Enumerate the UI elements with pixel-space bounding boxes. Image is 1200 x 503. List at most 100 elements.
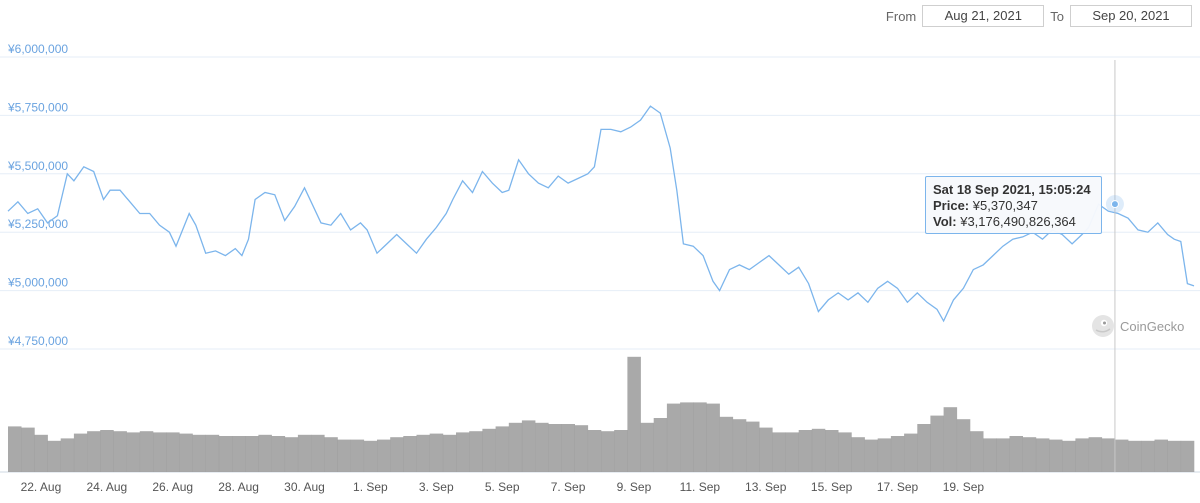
coingecko-logo-icon <box>1092 315 1114 337</box>
x-tick-label: 15. Sep <box>811 480 853 494</box>
volume-bar <box>943 407 958 472</box>
volume-bar <box>1101 438 1116 472</box>
volume-bar <box>574 425 589 472</box>
volume-bar <box>1167 440 1182 472</box>
volume-bar <box>416 434 430 472</box>
volume-bar <box>232 436 246 472</box>
volume-bar <box>1075 438 1089 472</box>
volume-bar <box>192 434 206 472</box>
volume-bar <box>1035 438 1050 472</box>
volume-bar <box>1088 437 1103 472</box>
volume-bar <box>482 428 496 472</box>
volume-bar <box>864 439 879 472</box>
volume-bar <box>429 433 444 472</box>
y-tick-label: ¥6,000,000 <box>7 42 68 56</box>
volume-bar <box>1154 439 1168 472</box>
volume-bar <box>258 434 272 472</box>
to-date-input[interactable]: Sep 20, 2021 <box>1070 5 1192 27</box>
volume-bar <box>983 438 997 472</box>
volume-bar <box>218 436 233 472</box>
volume-bar <box>732 419 747 472</box>
from-date-input[interactable]: Aug 21, 2021 <box>922 5 1045 27</box>
price-line <box>7 105 1195 323</box>
volume-bar <box>561 424 575 472</box>
y-tick-label: ¥5,250,000 <box>7 217 68 231</box>
volume-bar <box>166 432 180 472</box>
x-tick-label: 26. Aug <box>152 480 193 494</box>
hover-marker <box>1110 200 1119 209</box>
volume-bar <box>772 432 786 472</box>
volume-bar <box>245 436 259 472</box>
volume-bar <box>693 402 707 472</box>
tooltip-vol-value: ¥3,176,490,826,364 <box>960 214 1076 229</box>
volume-bar <box>601 431 615 472</box>
volume-bar <box>60 438 75 472</box>
to-label: To <box>1050 8 1064 24</box>
volume-bar <box>680 402 694 472</box>
y-tick-label: ¥5,500,000 <box>7 159 68 173</box>
volume-bar <box>890 436 905 472</box>
x-tick-label: 7. Sep <box>551 480 586 494</box>
x-tick-label: 13. Sep <box>745 480 787 494</box>
volume-bar <box>21 427 35 472</box>
volume-bar <box>1114 439 1129 472</box>
tooltip-price-value: ¥5,370,347 <box>972 198 1038 213</box>
volume-bar <box>587 430 602 472</box>
volume-bar <box>377 439 391 472</box>
volume-bar <box>851 437 865 472</box>
volume-bar <box>324 437 338 472</box>
volume-bar <box>746 421 760 472</box>
volume-bar <box>73 433 88 472</box>
volume-bar <box>1049 439 1063 472</box>
tooltip-price-label: Price: <box>933 198 970 213</box>
x-tick-label: 30. Aug <box>284 480 325 494</box>
volume-bar <box>1180 440 1195 472</box>
volume-bar <box>838 432 852 472</box>
x-axis-labels: 22. Aug 24. Aug 26. Aug 28. Aug 30. Aug 1. Se… <box>21 480 985 494</box>
x-tick-label: 3. Sep <box>419 480 454 494</box>
volume-bar <box>904 433 918 472</box>
volume-bar <box>126 432 141 472</box>
volume-bar <box>785 432 799 472</box>
volume-bar <box>627 356 641 472</box>
volume-bar <box>47 440 61 472</box>
x-tick-label: 19. Sep <box>943 480 985 494</box>
x-tick-label: 11. Sep <box>680 480 721 494</box>
y-tick-label: ¥4,750,000 <box>7 334 68 348</box>
x-tick-label: 5. Sep <box>485 480 520 494</box>
grid-lines <box>0 56 1200 473</box>
volume-bar <box>495 426 510 472</box>
watermark-text: CoinGecko <box>1120 318 1185 334</box>
volume-bar <box>614 430 628 472</box>
from-label: From <box>885 8 917 24</box>
x-tick-label: 22. Aug <box>21 480 62 494</box>
volume-bar <box>311 434 325 472</box>
volume-bar <box>456 432 470 472</box>
volume-bar <box>1062 440 1076 472</box>
volume-bar <box>719 416 734 472</box>
tooltip-date: Sat 18 Sep 2021, 15:05:24 <box>933 182 1091 197</box>
volume-bar <box>153 432 167 472</box>
volume-bar <box>390 437 404 472</box>
x-tick-label: 9. Sep <box>617 480 652 494</box>
volume-bar <box>1009 436 1023 472</box>
volume-bar <box>877 438 892 472</box>
x-tick-label: 24. Aug <box>86 480 127 494</box>
volume-bar <box>442 434 457 472</box>
volume-bar <box>653 418 668 472</box>
volume-bar <box>917 424 931 472</box>
volume-bar <box>205 434 220 472</box>
volume-bar <box>297 434 312 472</box>
volume-bar <box>87 431 101 472</box>
volume-bar <box>34 434 48 472</box>
volume-bar <box>284 437 299 472</box>
volume-bar <box>996 438 1010 472</box>
volume-bar <box>970 431 984 472</box>
volume-bar <box>956 419 971 472</box>
volume-bar <box>548 424 562 472</box>
volume-bar <box>759 427 773 472</box>
volume-bar <box>8 426 22 472</box>
volume-bar <box>811 428 826 472</box>
volume-bar <box>139 431 154 472</box>
